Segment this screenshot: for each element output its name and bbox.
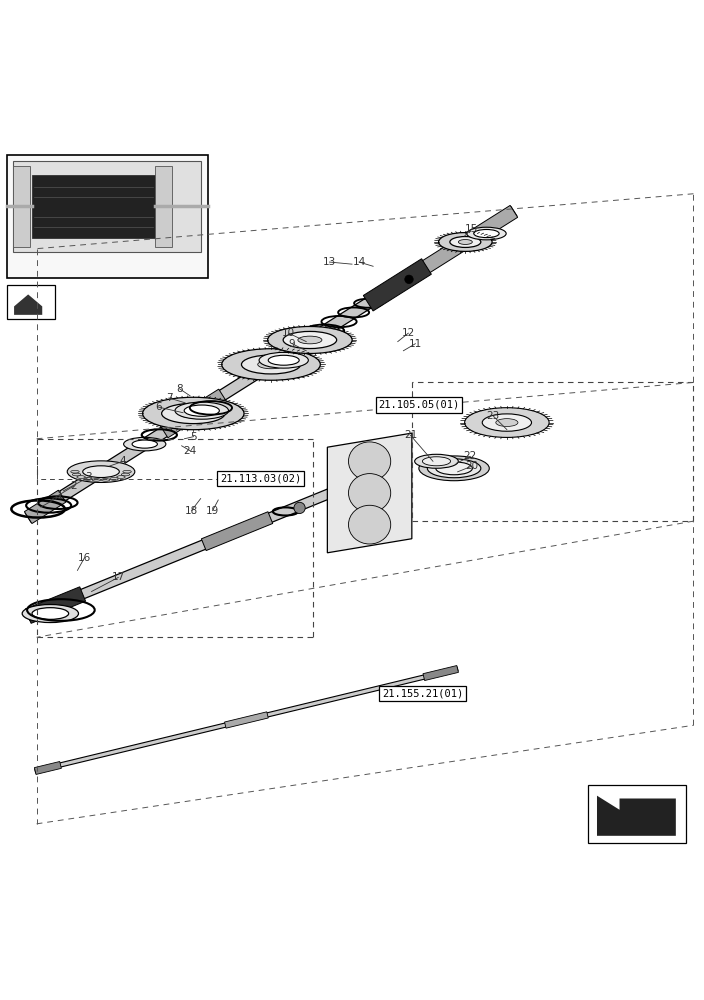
Bar <box>13 166 30 247</box>
Text: 6: 6 <box>155 402 162 412</box>
Ellipse shape <box>474 229 499 238</box>
Ellipse shape <box>348 474 391 512</box>
Ellipse shape <box>268 326 352 353</box>
Ellipse shape <box>422 457 451 466</box>
Text: 20: 20 <box>465 461 478 471</box>
Text: 18: 18 <box>185 506 198 516</box>
Text: 9: 9 <box>289 339 296 349</box>
Ellipse shape <box>121 473 130 476</box>
Ellipse shape <box>427 459 481 478</box>
Bar <box>588 785 686 843</box>
Ellipse shape <box>482 414 532 431</box>
Text: 5: 5 <box>190 432 197 442</box>
Polygon shape <box>597 796 676 836</box>
Ellipse shape <box>259 352 308 368</box>
Text: 3: 3 <box>84 472 92 482</box>
Polygon shape <box>423 666 458 681</box>
Ellipse shape <box>222 349 320 380</box>
Ellipse shape <box>67 461 134 482</box>
Ellipse shape <box>419 456 489 481</box>
Text: 11: 11 <box>409 339 422 349</box>
Circle shape <box>294 502 306 514</box>
Text: 17: 17 <box>112 572 125 582</box>
Ellipse shape <box>132 440 158 448</box>
Polygon shape <box>34 667 458 773</box>
Text: 21.155.21(01): 21.155.21(01) <box>382 689 463 699</box>
Text: 22: 22 <box>464 451 477 461</box>
Ellipse shape <box>23 605 79 623</box>
Polygon shape <box>201 512 272 551</box>
Ellipse shape <box>496 419 518 426</box>
Ellipse shape <box>458 240 472 244</box>
Ellipse shape <box>467 227 506 240</box>
Text: 23: 23 <box>486 411 499 421</box>
Ellipse shape <box>117 476 125 478</box>
Circle shape <box>405 275 413 284</box>
Ellipse shape <box>241 355 301 374</box>
Polygon shape <box>161 389 226 438</box>
Polygon shape <box>26 488 333 621</box>
Text: 4: 4 <box>120 456 127 466</box>
Ellipse shape <box>92 479 101 481</box>
Ellipse shape <box>70 470 79 473</box>
Ellipse shape <box>439 233 492 251</box>
Text: 24: 24 <box>184 446 196 456</box>
Text: 2: 2 <box>70 481 77 491</box>
Ellipse shape <box>348 505 391 544</box>
Ellipse shape <box>298 336 322 344</box>
Ellipse shape <box>123 470 131 473</box>
Bar <box>32 175 155 238</box>
Bar <box>7 285 55 319</box>
Ellipse shape <box>415 454 458 468</box>
Ellipse shape <box>101 479 110 481</box>
Text: 21: 21 <box>404 430 417 440</box>
Polygon shape <box>25 207 517 522</box>
Polygon shape <box>14 294 42 315</box>
Ellipse shape <box>124 437 166 451</box>
Bar <box>155 166 172 247</box>
Ellipse shape <box>110 478 118 480</box>
Ellipse shape <box>283 331 337 349</box>
Text: 16: 16 <box>78 553 91 563</box>
Ellipse shape <box>436 462 472 475</box>
Text: 8: 8 <box>176 384 183 394</box>
Text: 21.105.05(01): 21.105.05(01) <box>378 400 460 410</box>
Ellipse shape <box>32 608 69 619</box>
Ellipse shape <box>258 360 284 369</box>
Ellipse shape <box>175 402 229 419</box>
Polygon shape <box>225 712 268 728</box>
Text: 21.113.03(02): 21.113.03(02) <box>220 474 301 484</box>
Ellipse shape <box>77 476 85 478</box>
Ellipse shape <box>143 397 244 430</box>
Text: 13: 13 <box>323 257 336 267</box>
Ellipse shape <box>82 466 119 478</box>
Ellipse shape <box>184 405 220 416</box>
Ellipse shape <box>84 478 92 480</box>
Ellipse shape <box>162 403 225 424</box>
Polygon shape <box>327 433 412 553</box>
Polygon shape <box>25 587 86 623</box>
Text: 7: 7 <box>165 393 172 403</box>
Ellipse shape <box>348 442 391 481</box>
Text: 1: 1 <box>56 491 63 501</box>
Polygon shape <box>25 490 66 524</box>
Bar <box>7 155 208 278</box>
Ellipse shape <box>179 409 208 418</box>
Text: 14: 14 <box>353 257 365 267</box>
Ellipse shape <box>268 355 299 365</box>
Ellipse shape <box>450 237 481 247</box>
Ellipse shape <box>465 408 549 437</box>
Polygon shape <box>34 761 61 774</box>
Polygon shape <box>363 259 432 311</box>
Ellipse shape <box>73 473 81 476</box>
Text: 12: 12 <box>402 328 415 338</box>
Text: 15: 15 <box>465 224 478 234</box>
Text: 19: 19 <box>206 506 219 516</box>
Text: 10: 10 <box>282 328 295 338</box>
Polygon shape <box>374 205 517 303</box>
Bar <box>13 161 201 252</box>
